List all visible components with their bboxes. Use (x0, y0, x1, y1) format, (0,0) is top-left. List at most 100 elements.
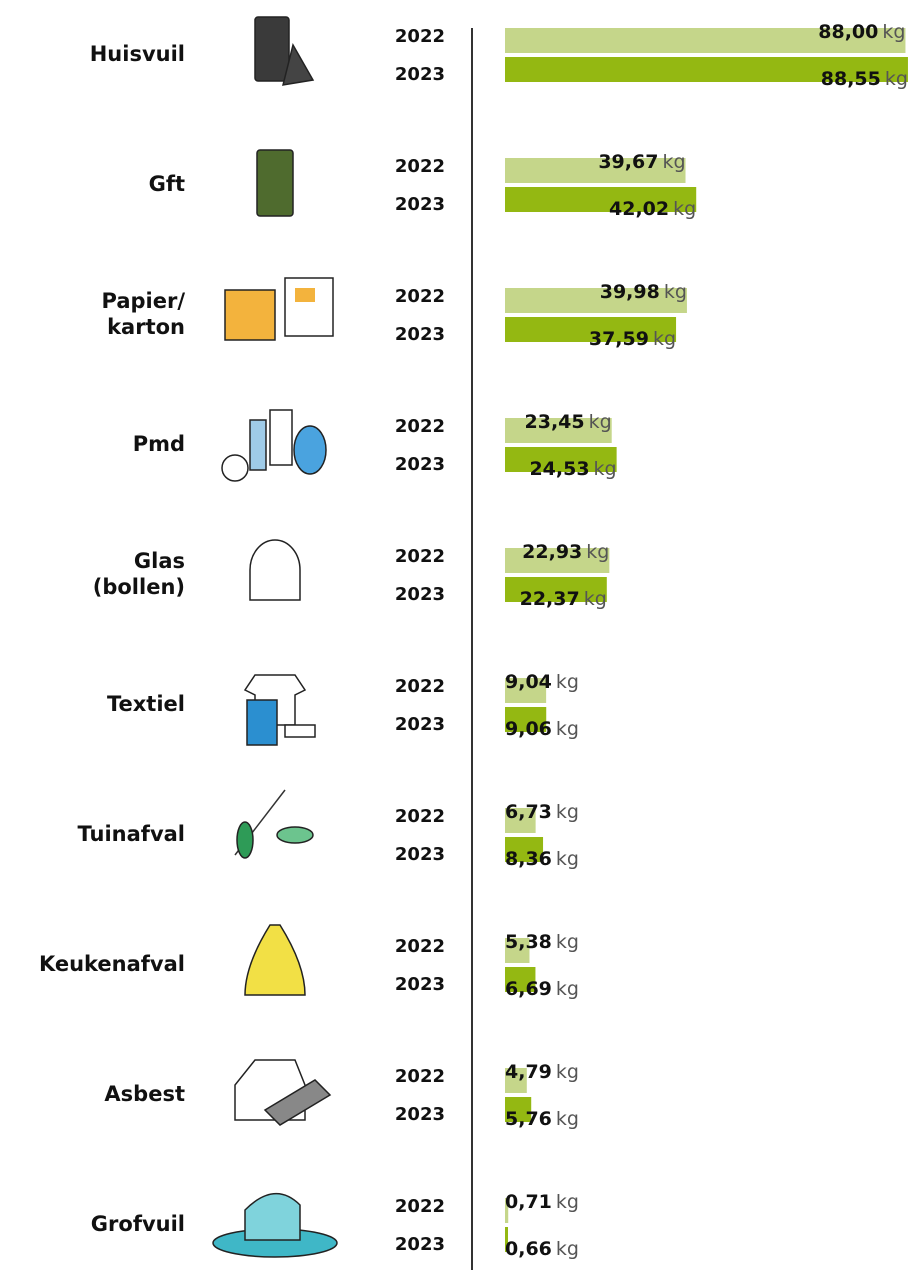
bar (505, 938, 530, 963)
bar (505, 707, 547, 732)
icon-shape (244, 924, 306, 996)
value-label: 22,37 kg (520, 588, 607, 610)
value-number: 5,76 (505, 1108, 552, 1130)
value-unit: kg (594, 458, 617, 480)
value-label: 8,36 kg (505, 848, 579, 870)
bar (505, 158, 686, 183)
year-label: 2023 (395, 194, 445, 215)
icon-shape (254, 16, 290, 82)
icon-shape (269, 409, 293, 466)
category-label: Textiel (107, 692, 185, 716)
category-label: Keukenafval (39, 952, 185, 976)
bar (505, 1198, 509, 1223)
year-label: 2023 (395, 64, 445, 85)
value-unit: kg (589, 411, 612, 433)
category-label: Glas (bollen) (93, 549, 185, 599)
value-number: 0,71 (505, 1191, 552, 1213)
year-label: 2022 (395, 936, 445, 957)
icon-shape (249, 419, 267, 471)
year-label: 2022 (395, 806, 445, 827)
category-label: Asbest (104, 1082, 185, 1106)
icon-shape (281, 43, 315, 86)
category-label: Tuinafval (78, 822, 185, 846)
icon-shape (249, 539, 301, 601)
bar (505, 288, 687, 313)
icon-shape (295, 288, 315, 302)
value-unit: kg (673, 198, 696, 220)
category-label: Papier/karton (102, 289, 186, 339)
value-label: 39,67 kg (598, 151, 685, 173)
value-number: 6,69 (505, 978, 552, 1000)
value-number: 5,38 (505, 931, 552, 953)
value-unit: kg (556, 1061, 579, 1083)
bar (505, 967, 536, 992)
category-label: Pmd (133, 432, 185, 456)
icon-shape (276, 826, 314, 844)
bar (505, 808, 536, 833)
value-unit: kg (556, 1191, 579, 1213)
value-number: 9,06 (505, 718, 552, 740)
value-label: 88,55 kg (821, 68, 908, 90)
icons (212, 16, 338, 1258)
icon-shape (221, 454, 249, 482)
bar (505, 837, 544, 862)
value-label: 22,93 kg (522, 541, 609, 563)
bar (505, 57, 908, 82)
value-number: 9,04 (505, 671, 552, 693)
bar (505, 548, 610, 573)
year-label: 2022 (395, 26, 445, 47)
value-number: 8,36 (505, 848, 552, 870)
value-unit: kg (556, 931, 579, 953)
bar (505, 28, 906, 53)
value-number: 22,93 (522, 541, 582, 563)
value-number: 24,53 (529, 458, 589, 480)
icon-shape (224, 289, 276, 341)
icon-shape (284, 277, 334, 337)
bar (505, 447, 617, 472)
icon-shape (293, 425, 327, 475)
value-label: 42,02 kg (609, 198, 696, 220)
value-unit: kg (882, 21, 905, 43)
bar (505, 187, 697, 212)
category-label: Grofvuil (91, 1212, 185, 1236)
value-number: 88,55 (821, 68, 881, 90)
value-label: 24,53 kg (529, 458, 616, 480)
value-unit: kg (556, 718, 579, 740)
bar (505, 577, 607, 602)
value-unit: kg (556, 1108, 579, 1130)
value-label: 4,79 kg (505, 1061, 579, 1083)
value-label: 9,04 kg (505, 671, 579, 693)
year-label: 2023 (395, 974, 445, 995)
year-label: 2022 (395, 156, 445, 177)
bar (505, 1068, 527, 1093)
value-unit: kg (556, 1238, 579, 1260)
value-unit: kg (662, 151, 685, 173)
value-number: 6,73 (505, 801, 552, 823)
year-label: 2022 (395, 676, 445, 697)
year-label: 2023 (395, 1104, 445, 1125)
year-label: 2023 (395, 714, 445, 735)
value-unit: kg (556, 671, 579, 693)
bar (505, 1097, 532, 1122)
year-label: 2023 (395, 584, 445, 605)
year-label: 2023 (395, 844, 445, 865)
value-number: 39,67 (598, 151, 658, 173)
icon-shape (246, 699, 278, 746)
category-label: Gft (149, 172, 185, 196)
bar (505, 1227, 509, 1252)
bar (505, 418, 612, 443)
year-label: 2022 (395, 286, 445, 307)
year-label: 2022 (395, 416, 445, 437)
value-label: 0,66 kg (505, 1238, 579, 1260)
value-unit: kg (885, 68, 908, 90)
icon-shape (284, 724, 316, 738)
value-label: 37,59 kg (589, 328, 676, 350)
value-number: 0,66 (505, 1238, 552, 1260)
icon-shape (236, 821, 254, 859)
value-label: 6,69 kg (505, 978, 579, 1000)
icon-shape (256, 149, 294, 217)
value-label: 88,00 kg (818, 21, 905, 43)
year-label: 2023 (395, 324, 445, 345)
value-number: 23,45 (525, 411, 585, 433)
bar (505, 678, 547, 703)
